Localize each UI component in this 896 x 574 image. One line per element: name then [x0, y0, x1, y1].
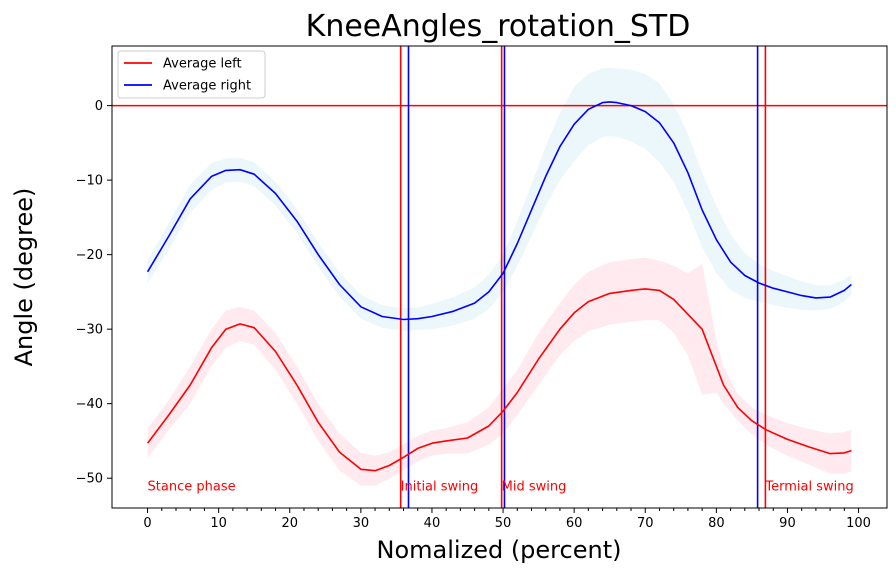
- x-tick-label: 10: [210, 516, 227, 531]
- x-tick-label: 80: [708, 516, 725, 531]
- phase-annotations: Stance phase Initial swing Mid swing Termia…: [148, 480, 854, 495]
- series-line-0: [146, 288, 852, 472]
- plot-frame: [111, 45, 888, 509]
- y-tick-label: 0: [95, 99, 103, 114]
- legend-label-0: Average left: [163, 57, 242, 72]
- x-tick-label: 40: [424, 516, 441, 531]
- x-tick-label: 100: [846, 516, 871, 531]
- phase-label: Termial swing: [764, 480, 853, 495]
- x-tick-label: 20: [281, 516, 298, 531]
- std-band-1: [147, 67, 852, 331]
- x-axis-label: Nomalized (percent): [377, 536, 622, 564]
- x-tick-label: 60: [566, 516, 583, 531]
- y-axis-label: Angle (degree): [10, 188, 38, 367]
- x-tick-label: 30: [353, 516, 370, 531]
- series-lines: [146, 101, 852, 472]
- x-tick-label: 50: [495, 516, 512, 531]
- y-tick-label: −30: [76, 323, 103, 338]
- chart-title: KneeAngles_rotation_STD: [306, 9, 691, 44]
- legend-label-1: Average right: [163, 79, 251, 94]
- y-tick-label: −40: [76, 397, 103, 412]
- x-tick-label: 0: [143, 516, 151, 531]
- y-tick-label: −10: [76, 174, 103, 189]
- x-axis-ticks: 0 10 20 30 40 50 60 70 80 90 100: [143, 508, 871, 531]
- reference-lines: [112, 46, 887, 508]
- y-axis-ticks: 0 −10 −20 −30 −40 −50: [76, 99, 112, 487]
- legend: Average left Average right: [117, 50, 266, 99]
- y-tick-label: −20: [76, 248, 103, 263]
- y-tick-label: −50: [76, 472, 103, 487]
- x-tick-label: 70: [637, 516, 654, 531]
- phase-label: Stance phase: [148, 480, 236, 495]
- phase-label: Mid swing: [502, 480, 567, 495]
- legend-box: [117, 50, 266, 99]
- phase-label: Initial swing: [401, 480, 479, 495]
- x-tick-label: 90: [779, 516, 796, 531]
- series-line-1: [146, 101, 852, 321]
